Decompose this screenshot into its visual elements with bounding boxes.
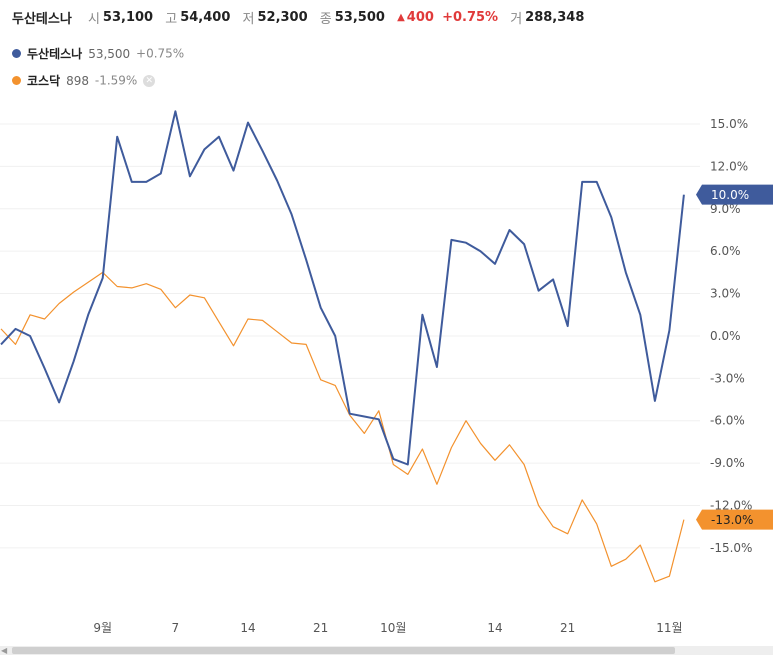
legend-value-kosdaq: 898 (66, 73, 90, 88)
y-tick-label: -15.0% (710, 541, 752, 555)
series-line-kosdaq (0, 271, 685, 583)
close-label: 종 (319, 12, 332, 27)
legend-dot-stock (12, 49, 21, 58)
high-label: 고 (165, 12, 178, 27)
legend-item-stock[interactable]: 두산테스나 53,500 +0.75% (12, 45, 184, 62)
x-tick-label: 14 (240, 621, 255, 635)
x-tick-label: 11월 (656, 621, 682, 635)
x-tick-label: 14 (487, 621, 502, 635)
change-percent: +0.75% (442, 10, 499, 25)
x-tick-label: 9월 (93, 621, 112, 635)
volume-label: 거 (510, 12, 523, 27)
legend-change-kosdaq: -1.59% (94, 73, 138, 88)
legend-change-stock: +0.75% (136, 46, 185, 61)
high-value: 54,400 (180, 10, 231, 25)
volume-value: 288,348 (525, 10, 585, 25)
legend-dot-kosdaq (12, 76, 21, 85)
last-value-badge-kosdaq (696, 509, 773, 530)
y-tick-label: 9.0% (710, 202, 741, 216)
legend-item-kosdaq[interactable]: 코스닥 898 -1.59% ✕ (12, 72, 156, 89)
low-value: 52,300 (257, 10, 308, 25)
legend-name-kosdaq: 코스닥 (27, 74, 61, 88)
x-tick-label: 21 (560, 621, 575, 635)
x-tick-label: 10월 (380, 621, 406, 635)
close-value: 53,500 (334, 10, 385, 25)
scrollbar-thumb[interactable] (12, 647, 675, 654)
y-tick-label: -6.0% (710, 414, 745, 428)
close-icon[interactable]: ✕ (143, 74, 156, 87)
low-label: 저 (242, 12, 255, 27)
y-tick-label: -12.0% (710, 499, 752, 513)
open-value: 53,100 (102, 10, 154, 25)
y-tick-label: 0.0% (710, 329, 741, 343)
y-tick-label: 15.0% (710, 117, 748, 131)
y-tick-label: -3.0% (710, 371, 745, 385)
last-value-badge-stock (696, 184, 773, 205)
legend-value-stock: 53,500 (88, 46, 131, 61)
stock-name: 두산테스나 (12, 12, 72, 27)
series-line-stock (0, 110, 685, 466)
change-value: 400 (406, 10, 434, 25)
y-tick-label: 12.0% (710, 159, 748, 173)
open-label: 시 (87, 12, 100, 27)
x-tick-label: 7 (172, 621, 180, 635)
up-triangle-icon: ▲ (397, 12, 405, 23)
legend-name-stock: 두산테스나 (27, 47, 83, 61)
horizontal-scrollbar[interactable]: ◀ (0, 646, 773, 655)
y-tick-label: 6.0% (710, 244, 741, 258)
last-value-label-stock: 10.0% (711, 188, 749, 202)
stock-header: 두산테스나 시 53,100 고 54,400 저 52,300 종 53,500 ▲ 4… (12, 8, 592, 27)
y-tick-label: -9.0% (710, 456, 745, 470)
last-value-label-kosdaq: -13.0% (711, 513, 753, 527)
y-tick-label: 3.0% (710, 287, 741, 301)
scroll-left-arrow-icon[interactable]: ◀ (1, 646, 8, 655)
x-tick-label: 21 (313, 621, 328, 635)
